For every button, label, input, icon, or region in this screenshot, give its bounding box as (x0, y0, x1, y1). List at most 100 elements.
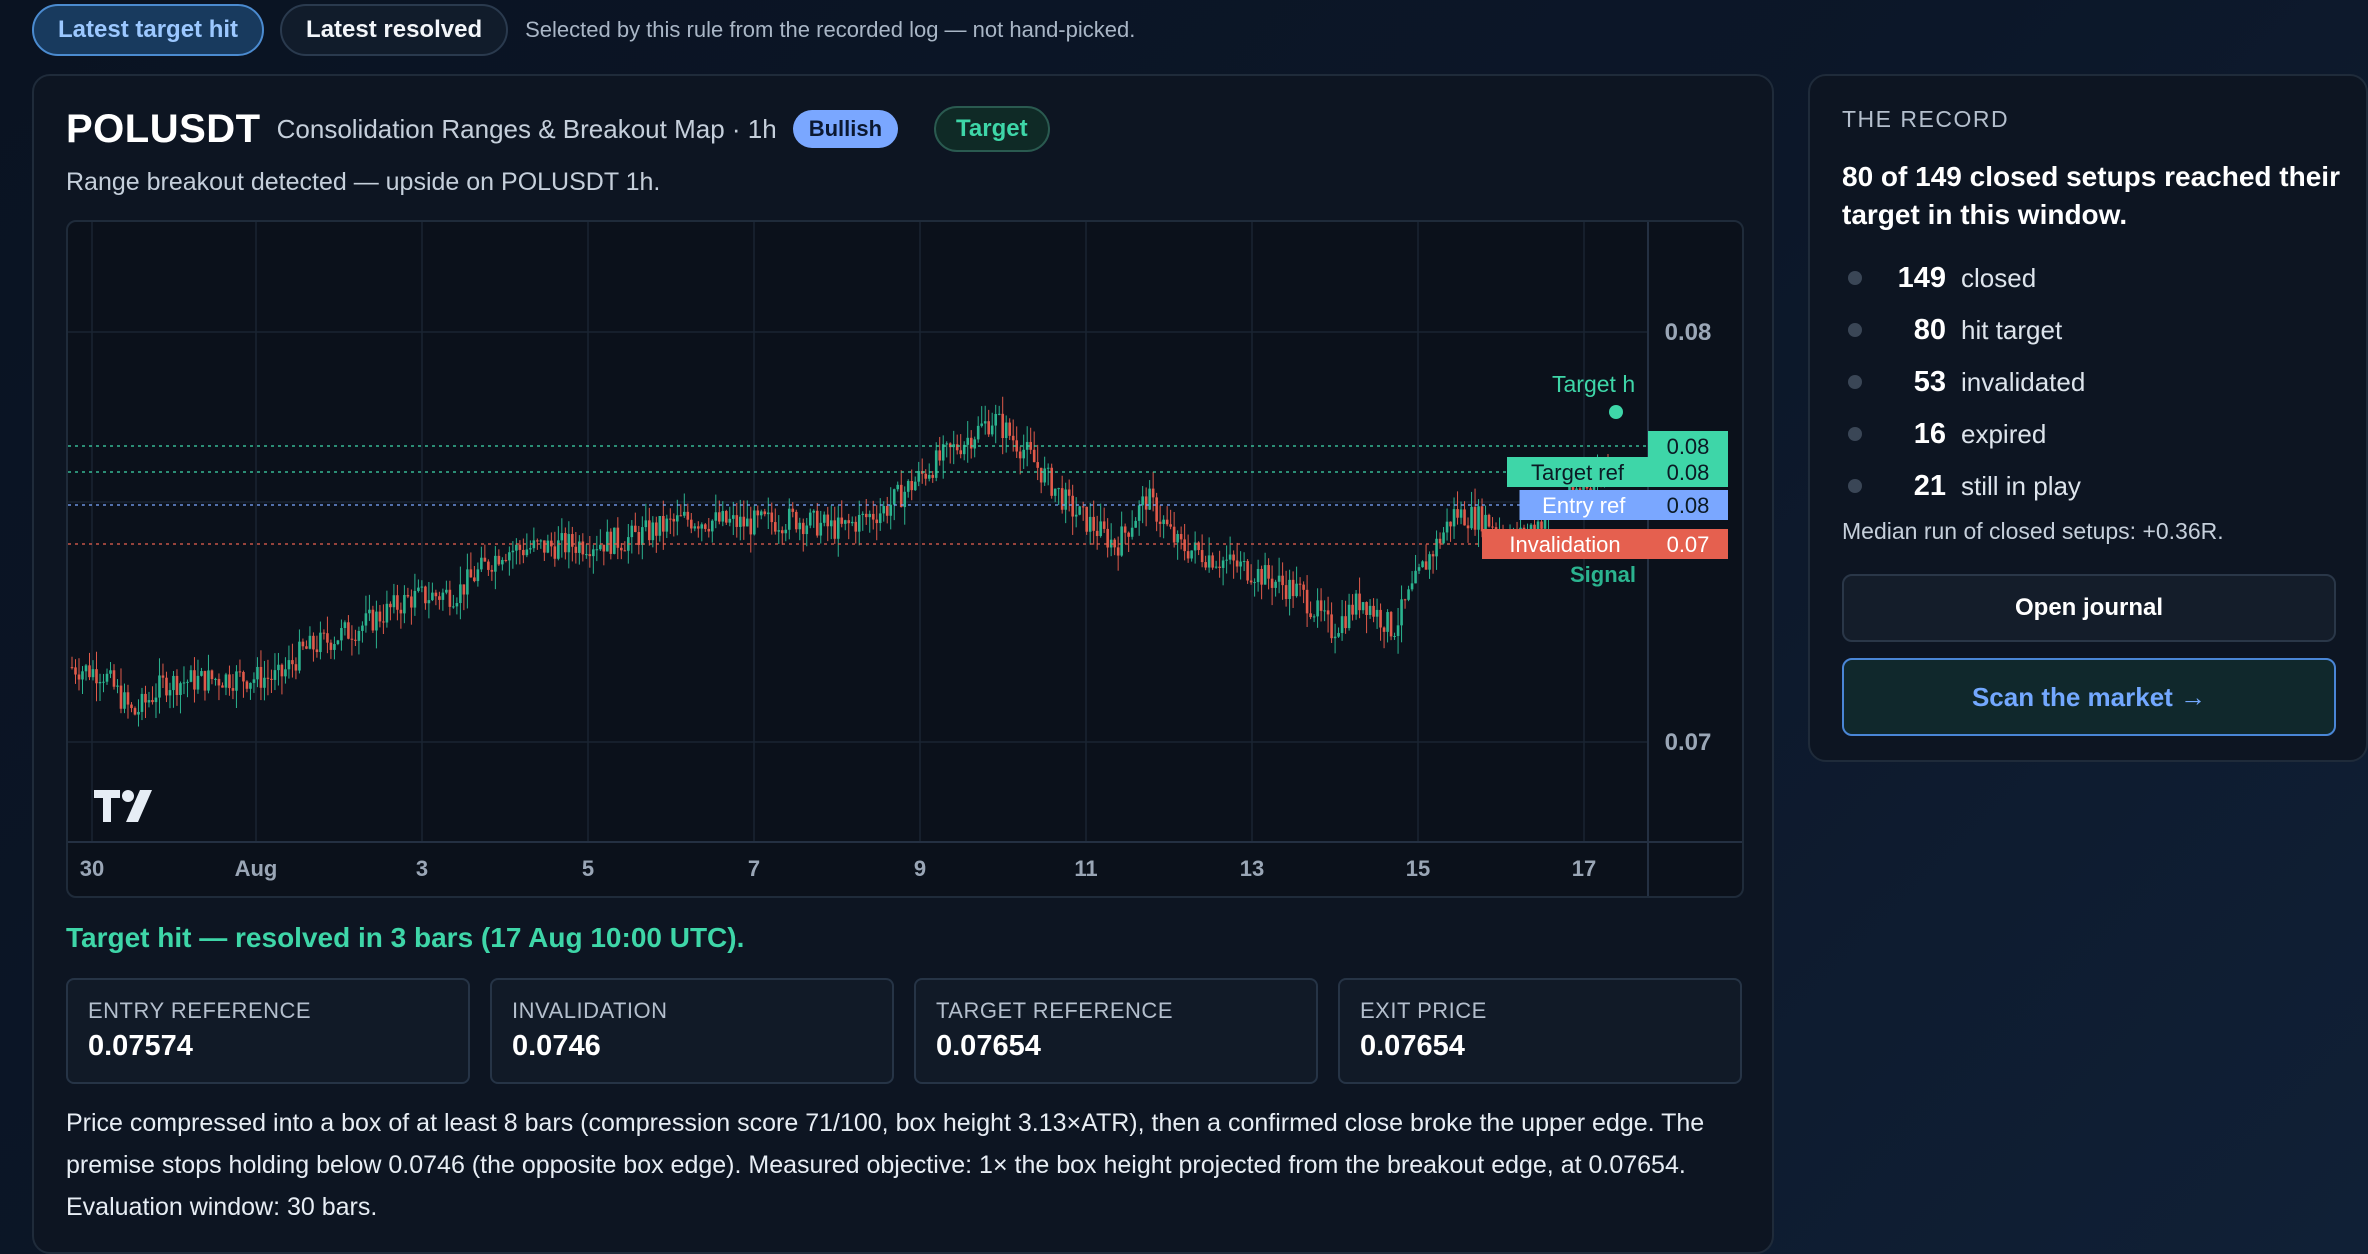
candle-body (95, 669, 98, 684)
candle-body (1207, 555, 1211, 568)
candle-body (301, 641, 305, 647)
candle-body (1134, 520, 1137, 528)
candle-body (1414, 570, 1417, 584)
candle-body (480, 557, 483, 570)
candle-body (518, 544, 522, 550)
candle-body (406, 594, 410, 597)
candle-body (105, 673, 109, 682)
candle-body (1428, 554, 1431, 570)
candle-body (934, 450, 938, 478)
candle-body (620, 547, 623, 551)
candle-body (840, 517, 844, 524)
candle-body (567, 534, 571, 553)
candle-body (1277, 575, 1281, 582)
candle-body (868, 513, 872, 518)
candle-body (207, 670, 210, 691)
candle-body (1487, 514, 1491, 527)
candle-body (648, 520, 651, 541)
chart-markers: Target h Signal (1552, 371, 1636, 587)
candle-body (655, 522, 658, 536)
candle-body (1372, 605, 1375, 617)
target-hit-marker-icon (1609, 405, 1623, 419)
level-tag: Target ref (1531, 460, 1625, 485)
candle-body (319, 632, 322, 653)
open-journal-button[interactable]: Open journal (1842, 574, 2336, 642)
candle-body (214, 678, 217, 680)
candle-body (1179, 534, 1183, 540)
candle-body (641, 527, 644, 545)
candle-body (1312, 616, 1316, 618)
stat-label: EXIT PRICE (1360, 998, 1487, 1023)
candle-body (1176, 534, 1179, 543)
candle-body (1239, 561, 1242, 567)
candle-body (116, 685, 119, 687)
candle-body (941, 444, 945, 461)
candle-body (1435, 538, 1438, 557)
candle-body (1452, 509, 1456, 527)
candle-body (822, 514, 826, 523)
candle-body (672, 518, 676, 522)
x-tick-label: Aug (235, 856, 278, 881)
price-chart[interactable]: 0.08 0.08 Target ref 0.08 Entry ref 0.07 Inval… (66, 220, 1744, 898)
candle-body (245, 681, 249, 689)
direction-badge: Bullish (792, 110, 899, 148)
candle-body (634, 525, 637, 532)
record-summary: 80 of 149 closed setups reached their ta… (1842, 161, 2340, 230)
tradingview-logo-icon (94, 790, 152, 822)
candle-body (1078, 506, 1081, 515)
candle-body (140, 693, 144, 712)
candle-body (683, 511, 686, 516)
candle-body (1344, 616, 1347, 629)
candle-body (669, 518, 672, 520)
candle-body (532, 540, 536, 549)
candle-body (1148, 488, 1151, 510)
candle-body (228, 674, 231, 689)
candle-body (466, 569, 469, 595)
candle-body (1151, 488, 1155, 498)
candle-body (717, 512, 721, 522)
candle-body (1190, 550, 1193, 559)
candle-body (413, 590, 417, 608)
candle-body (752, 510, 756, 535)
candle-body (1228, 554, 1232, 560)
x-tick-label: 3 (416, 856, 428, 881)
candle-body (1578, 488, 1582, 490)
candle-body (88, 665, 91, 678)
candle-body (130, 704, 133, 709)
candle-body (976, 425, 980, 440)
candle-body (291, 660, 294, 665)
y-axis: 0.08 0.07 (1665, 319, 1712, 756)
candle-body (308, 635, 312, 649)
candle-body (1235, 560, 1239, 567)
selection-note: Selected by this rule from the recorded … (525, 17, 1136, 42)
candle-body (1053, 488, 1057, 496)
candle-body (770, 512, 774, 523)
x-tick-label: 17 (1572, 856, 1596, 881)
candle-body (238, 671, 242, 673)
candle-body (224, 674, 228, 688)
candle-body (469, 569, 473, 578)
tab-latest-resolved[interactable]: Latest resolved (280, 4, 509, 56)
candle-body (1263, 565, 1267, 585)
candle-body (595, 549, 599, 551)
candle-body (843, 520, 847, 524)
candle-body (1071, 495, 1074, 517)
candle-body (728, 518, 732, 523)
candle-body (899, 484, 903, 508)
record-item-still-in-play: 21 still in play (1842, 460, 2342, 512)
record-list: 149 closed 80 hit target 53 invalidated … (1842, 252, 2342, 512)
scan-market-button[interactable]: Scan the market → (1842, 658, 2336, 736)
candle-body (182, 682, 186, 684)
candle-body (347, 622, 350, 639)
candle-body (714, 512, 718, 521)
result-text: Target hit — resolved in 3 bars (17 Aug … (66, 922, 745, 953)
record-heading: THE RECORD (1842, 106, 2010, 132)
candle-body (1267, 565, 1270, 579)
candle-body (938, 450, 942, 461)
candle-body (462, 584, 466, 595)
candle-body (1459, 509, 1463, 518)
candle-body (217, 678, 221, 686)
tab-latest-target-hit[interactable]: Latest target hit (32, 4, 265, 56)
record-item-hit-target: 80 hit target (1842, 304, 2342, 356)
